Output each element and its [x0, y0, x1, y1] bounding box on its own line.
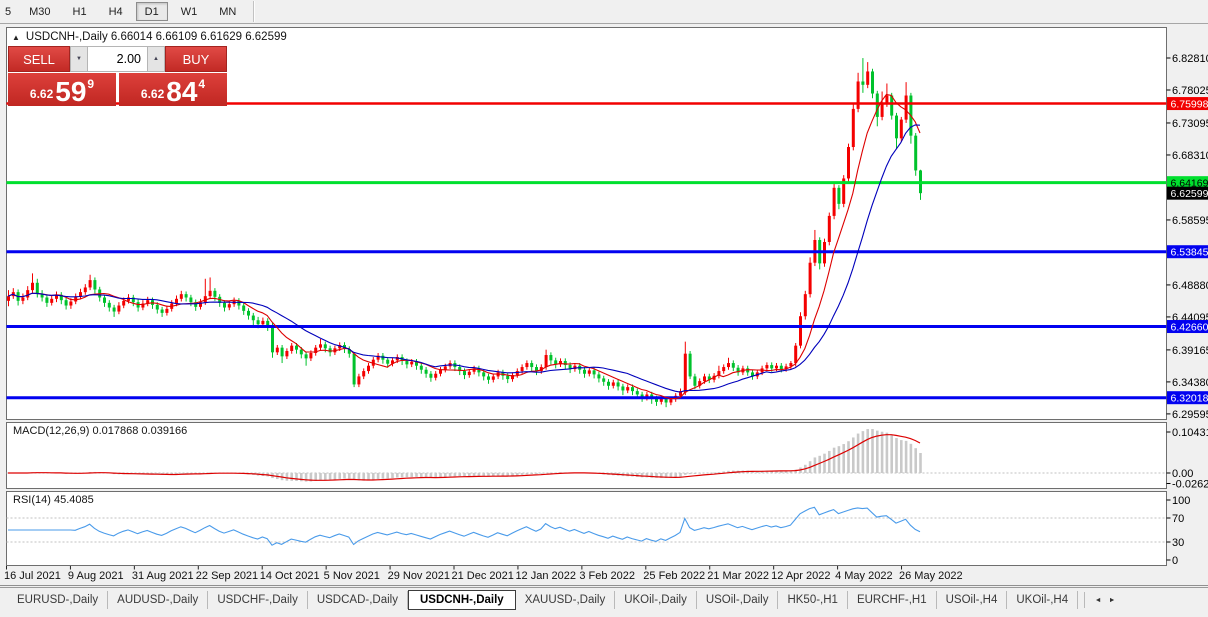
svg-text:6.75998: 6.75998: [1171, 99, 1208, 111]
tab-ukoil-h4[interactable]: UKOil-,H4: [1007, 591, 1079, 609]
tab-ukoil-daily[interactable]: UKOil-,Daily: [615, 591, 697, 609]
svg-text:0: 0: [1172, 555, 1178, 567]
svg-text:14 Oct 2021: 14 Oct 2021: [260, 570, 320, 582]
svg-text:6.62599: 6.62599: [1171, 188, 1208, 200]
sell-price-pips: 59: [55, 76, 87, 107]
svg-text:0.00: 0.00: [1172, 468, 1193, 480]
svg-text:22 Sep 2021: 22 Sep 2021: [196, 570, 258, 582]
svg-text:6.82810: 6.82810: [1172, 53, 1208, 65]
svg-text:12 Apr 2022: 12 Apr 2022: [771, 570, 830, 582]
svg-text:6.42660: 6.42660: [1171, 322, 1208, 334]
collapse-icon[interactable]: ▲: [12, 32, 20, 42]
svg-text:6.29595: 6.29595: [1172, 409, 1208, 421]
svg-text:100: 100: [1172, 495, 1190, 507]
buy-price-pips: 84: [166, 76, 198, 107]
volume-input[interactable]: [88, 46, 147, 72]
rsi-indicator-label: RSI(14) 45.4085: [13, 494, 94, 506]
svg-text:16 Jul 2021: 16 Jul 2021: [4, 570, 61, 582]
svg-text:6.32018: 6.32018: [1171, 393, 1208, 405]
svg-text:6.68310: 6.68310: [1172, 150, 1208, 162]
tab-audusd-daily[interactable]: AUDUSD-,Daily: [108, 591, 209, 609]
timeframe-toolbar: 5 M30 H1 H4 D1 W1 MN: [0, 0, 1208, 24]
tab-usdcad-daily[interactable]: USDCAD-,Daily: [308, 591, 408, 609]
tab-scroll-right-icon[interactable]: ►: [1108, 596, 1116, 604]
tab-usoil-h4[interactable]: USOil-,H4: [937, 591, 1008, 609]
tab-usoil-daily[interactable]: USOil-,Daily: [697, 591, 779, 609]
chart-title: USDCNH-,Daily 6.66014 6.66109 6.61629 6.…: [25, 31, 287, 43]
svg-text:6.58595: 6.58595: [1172, 215, 1208, 227]
volume-decrease-icon[interactable]: ▼: [70, 46, 88, 72]
buy-price-base: 6.62: [140, 87, 165, 101]
svg-text:29 Nov 2021: 29 Nov 2021: [388, 570, 450, 582]
tab-xauusd-daily[interactable]: XAUUSD-,Daily: [516, 591, 616, 609]
svg-text:9 Aug 2021: 9 Aug 2021: [68, 570, 124, 582]
tf-button-h4[interactable]: H4: [100, 2, 132, 21]
sell-price-base: 6.62: [29, 87, 54, 101]
tf-button-w1[interactable]: W1: [172, 2, 207, 21]
chart-title-bar: ▲ USDCNH-,Daily 6.66014 6.66109 6.61629 …: [12, 31, 287, 43]
svg-text:6.39165: 6.39165: [1172, 345, 1208, 357]
one-click-trade-panel: SELL ▼ ▲ BUY 6.62 59 9 6.62 84 4: [8, 46, 227, 106]
tf-button-mn[interactable]: MN: [210, 2, 245, 21]
tf-button-m30[interactable]: M30: [20, 2, 59, 21]
tf-button-d1[interactable]: D1: [135, 2, 168, 21]
tab-usdchf-daily[interactable]: USDCHF-,Daily: [208, 591, 308, 609]
svg-text:12 Jan 2022: 12 Jan 2022: [515, 570, 576, 582]
macd-indicator-label: MACD(12,26,9) 0.017868 0.039166: [13, 425, 188, 437]
svg-text:6.48880: 6.48880: [1172, 280, 1208, 292]
svg-text:26 May 2022: 26 May 2022: [899, 570, 963, 582]
svg-text:5 Nov 2021: 5 Nov 2021: [324, 570, 380, 582]
tab-hk50-h1[interactable]: HK50-,H1: [778, 591, 848, 609]
volume-increase-icon[interactable]: ▲: [147, 46, 165, 72]
svg-text:70: 70: [1172, 513, 1184, 525]
buy-price-display[interactable]: 6.62 84 4: [119, 73, 227, 106]
svg-text:21 Mar 2022: 21 Mar 2022: [707, 570, 769, 582]
svg-text:25 Feb 2022: 25 Feb 2022: [643, 570, 705, 582]
tf-button-5[interactable]: 5: [0, 2, 16, 21]
tab-scroll-buttons: ◄ ►: [1084, 592, 1119, 608]
tf-button-h1[interactable]: H1: [64, 2, 96, 21]
svg-text:3 Feb 2022: 3 Feb 2022: [579, 570, 635, 582]
svg-text:6.53845: 6.53845: [1171, 247, 1208, 259]
sell-button[interactable]: SELL: [8, 46, 70, 72]
symbol-tab-bar: EURUSD-,Daily AUDUSD-,Daily USDCHF-,Daily U…: [0, 587, 1208, 612]
svg-text:4 May 2022: 4 May 2022: [835, 570, 892, 582]
toolbar-separator: [253, 1, 256, 22]
tab-eurchf-h1[interactable]: EURCHF-,H1: [848, 591, 937, 609]
sell-price-point: 9: [87, 77, 95, 91]
timeframe-buttons: 5 M30 H1 H4 D1 W1 MN: [0, 2, 247, 21]
tab-scroll-left-icon[interactable]: ◄: [1094, 596, 1102, 604]
svg-text:6.78025: 6.78025: [1172, 85, 1208, 97]
price-chart-canvas[interactable]: 6.82810 6.78025 6.73095 6.68310 6.58595 6.488…: [0, 0, 1208, 590]
svg-text:21 Dec 2021: 21 Dec 2021: [452, 570, 514, 582]
svg-text:30: 30: [1172, 537, 1184, 549]
svg-text:-0.026249: -0.026249: [1172, 479, 1208, 491]
svg-text:0.104313: 0.104313: [1172, 427, 1208, 439]
tab-eurusd-daily[interactable]: EURUSD-,Daily: [8, 591, 109, 609]
buy-button[interactable]: BUY: [165, 46, 227, 72]
buy-price-point: 4: [198, 77, 206, 91]
svg-text:6.64169: 6.64169: [1171, 178, 1208, 190]
svg-text:6.34380: 6.34380: [1172, 377, 1208, 389]
svg-text:31 Aug 2021: 31 Aug 2021: [132, 570, 194, 582]
symbol-tabs: EURUSD-,Daily AUDUSD-,Daily USDCHF-,Daily U…: [8, 590, 1079, 610]
tab-usdcnh-daily[interactable]: USDCNH-,Daily: [407, 590, 516, 610]
svg-text:6.73095: 6.73095: [1172, 118, 1208, 130]
sell-price-display[interactable]: 6.62 59 9: [8, 73, 116, 106]
